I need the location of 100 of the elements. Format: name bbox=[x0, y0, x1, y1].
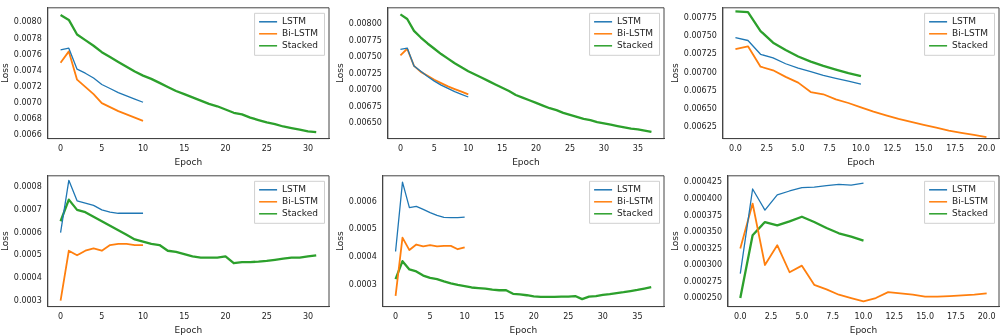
x-tick-label: 0.0 bbox=[733, 312, 747, 322]
y-tick-label: 0.000275 bbox=[683, 276, 722, 286]
x-tick-label: 25 bbox=[261, 312, 272, 322]
x-tick-label: 15.0 bbox=[914, 144, 933, 154]
x-axis-title: Epoch bbox=[847, 156, 875, 167]
legend-label: Stacked bbox=[282, 208, 318, 219]
x-tick-label: 25 bbox=[564, 144, 576, 154]
y-tick-label: 0.0074 bbox=[13, 65, 42, 75]
legend-label: Bi-LSTM bbox=[282, 28, 319, 39]
x-tick-label: 25 bbox=[261, 144, 272, 154]
y-tick-label: 0.00650 bbox=[683, 103, 717, 113]
y-tick-label: 0.00700 bbox=[348, 85, 382, 95]
x-tick-label: 20.0 bbox=[977, 144, 996, 154]
x-axis-title: Epoch bbox=[512, 156, 540, 167]
legend-label: Stacked bbox=[952, 40, 988, 51]
y-tick-label: 0.00675 bbox=[348, 101, 382, 111]
x-tick-label: 15 bbox=[179, 144, 190, 154]
legend-label: Bi-LSTM bbox=[617, 28, 654, 39]
legend-label: Bi-LSTM bbox=[952, 28, 989, 39]
legend-label: LSTM bbox=[282, 16, 307, 27]
y-tick-label: 0.0078 bbox=[13, 33, 42, 43]
legend-label: LSTM bbox=[952, 184, 977, 195]
y-tick-label: 0.0068 bbox=[13, 114, 42, 124]
y-tick-label: 0.00700 bbox=[683, 67, 717, 77]
x-tick-label: 2.5 bbox=[760, 144, 774, 154]
x-axis-title: Epoch bbox=[509, 324, 538, 335]
x-tick-label: 10 bbox=[137, 144, 149, 154]
x-axis-title: Epoch bbox=[174, 156, 203, 167]
y-tick-label: 0.00750 bbox=[683, 31, 717, 41]
y-tick-label: 0.0003 bbox=[348, 279, 377, 289]
y-tick-label: 0.000375 bbox=[683, 210, 722, 220]
y-tick-label: 0.00725 bbox=[348, 68, 382, 78]
x-tick-label: 10 bbox=[459, 312, 470, 322]
y-tick-label: 0.000425 bbox=[683, 177, 722, 187]
y-tick-label: 0.000400 bbox=[683, 194, 722, 203]
y-tick-label: 0.0076 bbox=[13, 49, 42, 59]
x-tick-label: 30 bbox=[302, 312, 314, 322]
x-tick-label: 0.0 bbox=[729, 144, 742, 154]
x-tick-label: 2.5 bbox=[764, 312, 778, 322]
x-tick-label: 10.0 bbox=[854, 312, 873, 322]
x-tick-label: 0 bbox=[58, 144, 64, 154]
y-tick-label: 0.000300 bbox=[683, 260, 722, 270]
x-tick-label: 20 bbox=[531, 144, 542, 154]
y-tick-label: 0.0006 bbox=[348, 196, 377, 206]
y-tick-label: 0.000350 bbox=[683, 227, 722, 237]
y-tick-label: 0.0006 bbox=[13, 227, 42, 237]
x-tick-label: 17.5 bbox=[946, 312, 965, 322]
y-tick-label: 0.00675 bbox=[683, 85, 717, 95]
x-tick-label: 5 bbox=[427, 312, 433, 322]
x-tick-label: 20 bbox=[220, 144, 231, 154]
y-tick-label: 0.00750 bbox=[348, 52, 382, 62]
legend-label: LSTM bbox=[617, 16, 642, 27]
x-tick-label: 5 bbox=[99, 312, 105, 322]
x-tick-label: 10.0 bbox=[852, 144, 870, 154]
legend-label: LSTM bbox=[617, 184, 642, 195]
legend-label: Stacked bbox=[617, 40, 653, 51]
y-tick-label: 0.0007 bbox=[13, 204, 42, 214]
legend-label: LSTM bbox=[282, 184, 307, 195]
y-tick-label: 0.00800 bbox=[348, 19, 382, 29]
y-tick-label: 0.000250 bbox=[683, 293, 722, 303]
y-axis-title: Loss bbox=[334, 63, 345, 84]
y-tick-label: 0.0003 bbox=[13, 295, 42, 305]
y-tick-label: 0.0005 bbox=[348, 224, 377, 234]
x-tick-label: 35 bbox=[632, 312, 643, 322]
x-axis-title: Epoch bbox=[174, 324, 203, 335]
x-tick-label: 5 bbox=[99, 144, 105, 154]
x-tick-label: 30 bbox=[597, 312, 608, 322]
legend-label: Bi-LSTM bbox=[282, 196, 319, 207]
y-tick-label: 0.00625 bbox=[683, 122, 717, 132]
x-tick-label: 20.0 bbox=[977, 312, 996, 322]
y-tick-label: 0.000325 bbox=[683, 243, 722, 253]
y-tick-label: 0.00775 bbox=[683, 13, 717, 23]
x-tick-label: 7.5 bbox=[823, 144, 836, 154]
x-axis-title: Epoch bbox=[849, 324, 878, 335]
x-tick-label: 35 bbox=[632, 144, 643, 154]
x-tick-label: 15 bbox=[179, 312, 190, 322]
y-tick-label: 0.00650 bbox=[348, 118, 382, 128]
x-tick-label: 20 bbox=[528, 312, 539, 322]
legend-label: Bi-LSTM bbox=[952, 196, 989, 207]
y-tick-label: 0.0072 bbox=[13, 82, 42, 91]
x-tick-label: 15 bbox=[497, 144, 508, 154]
legend-label: Stacked bbox=[952, 208, 988, 219]
x-tick-label: 7.5 bbox=[826, 312, 840, 322]
x-tick-label: 0 bbox=[393, 312, 399, 322]
x-tick-label: 12.5 bbox=[885, 312, 904, 322]
x-tick-label: 17.5 bbox=[946, 144, 964, 154]
x-tick-label: 15 bbox=[494, 312, 505, 322]
y-tick-label: 0.0070 bbox=[13, 98, 42, 108]
x-tick-label: 0 bbox=[58, 312, 64, 322]
y-axis-title: Loss bbox=[0, 63, 10, 84]
x-tick-label: 10 bbox=[463, 144, 474, 154]
y-tick-label: 0.0004 bbox=[13, 273, 42, 283]
y-axis-title: Loss bbox=[669, 63, 680, 84]
legend-label: LSTM bbox=[952, 16, 977, 27]
y-axis-title: Loss bbox=[0, 231, 10, 252]
y-tick-label: 0.0008 bbox=[13, 182, 42, 192]
legend-label: Stacked bbox=[617, 208, 653, 219]
x-tick-label: 12.5 bbox=[883, 144, 902, 154]
x-tick-label: 30 bbox=[302, 144, 314, 154]
legend-label: Stacked bbox=[282, 40, 318, 51]
